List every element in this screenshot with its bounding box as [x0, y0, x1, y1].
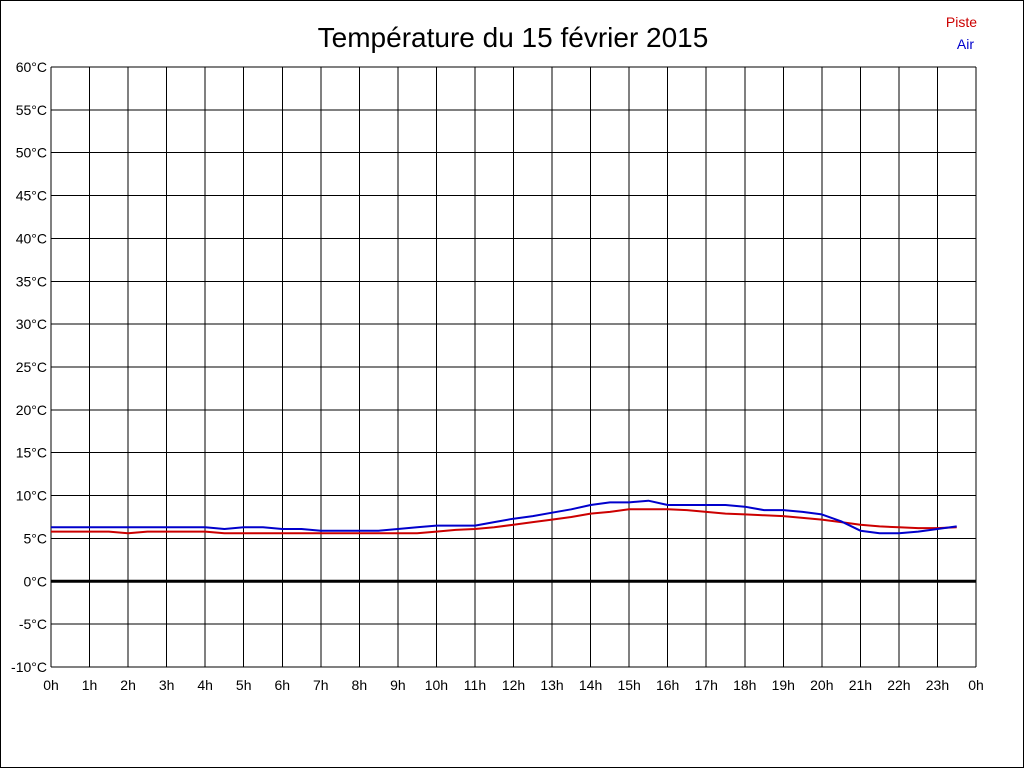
x-axis-ticks: 0h 1h 2h 3h 4h 5h 6h 7h 8h 9h 10h 11h 12h 13h 14h 15h 16… [43, 677, 984, 693]
x-tick-label: 0h [43, 677, 59, 693]
x-tick-label: 2h [120, 677, 136, 693]
chart-title: Température du 15 février 2015 [318, 22, 709, 53]
y-tick-label: 55°C [16, 102, 47, 118]
y-axis-ticks: 60°C 55°C 50°C 45°C 40°C 35°C 30°C 25°C 20°C 15°C… [11, 59, 47, 675]
y-tick-label: 50°C [16, 145, 47, 161]
x-tick-label: 19h [772, 677, 795, 693]
y-tick-label: -5°C [19, 616, 47, 632]
x-tick-label: 12h [502, 677, 525, 693]
legend-entry-piste: Piste [946, 14, 977, 30]
y-tick-label: 40°C [16, 230, 47, 246]
x-tick-label: 10h [425, 677, 448, 693]
x-tick-label: 1h [82, 677, 98, 693]
y-tick-label: 35°C [16, 273, 47, 289]
series-lines [51, 499, 957, 535]
x-tick-label: 16h [656, 677, 679, 693]
y-tick-label: 45°C [16, 188, 47, 204]
x-tick-label: 6h [274, 677, 290, 693]
legend-entry-air: Air [957, 36, 974, 52]
x-tick-label: 15h [617, 677, 640, 693]
x-tick-label: 7h [313, 677, 329, 693]
y-tick-label: -10°C [11, 659, 47, 675]
series-line-air [51, 499, 957, 535]
y-tick-label: 5°C [24, 530, 48, 546]
grid [50, 66, 977, 668]
y-tick-label: 20°C [16, 402, 47, 418]
y-tick-label: 25°C [16, 359, 47, 375]
x-tick-label: 18h [733, 677, 756, 693]
y-tick-label: 10°C [16, 488, 47, 504]
x-tick-label: 5h [236, 677, 252, 693]
x-tick-label: 4h [197, 677, 213, 693]
x-tick-label: 22h [887, 677, 910, 693]
x-tick-label: 3h [159, 677, 175, 693]
x-tick-label: 17h [695, 677, 718, 693]
series-line-piste [51, 508, 957, 535]
x-tick-label: 9h [390, 677, 406, 693]
y-tick-label: 30°C [16, 316, 47, 332]
x-tick-label: 23h [926, 677, 949, 693]
x-tick-label: 8h [352, 677, 368, 693]
x-tick-label: 20h [810, 677, 833, 693]
x-tick-label: 14h [579, 677, 602, 693]
x-tick-label: 21h [849, 677, 872, 693]
x-tick-label: 11h [464, 677, 486, 693]
y-tick-label: 60°C [16, 59, 47, 75]
x-tick-label: 0h [968, 677, 984, 693]
x-tick-label: 13h [540, 677, 563, 693]
y-tick-label: 15°C [16, 445, 47, 461]
y-tick-label: 0°C [24, 573, 48, 589]
